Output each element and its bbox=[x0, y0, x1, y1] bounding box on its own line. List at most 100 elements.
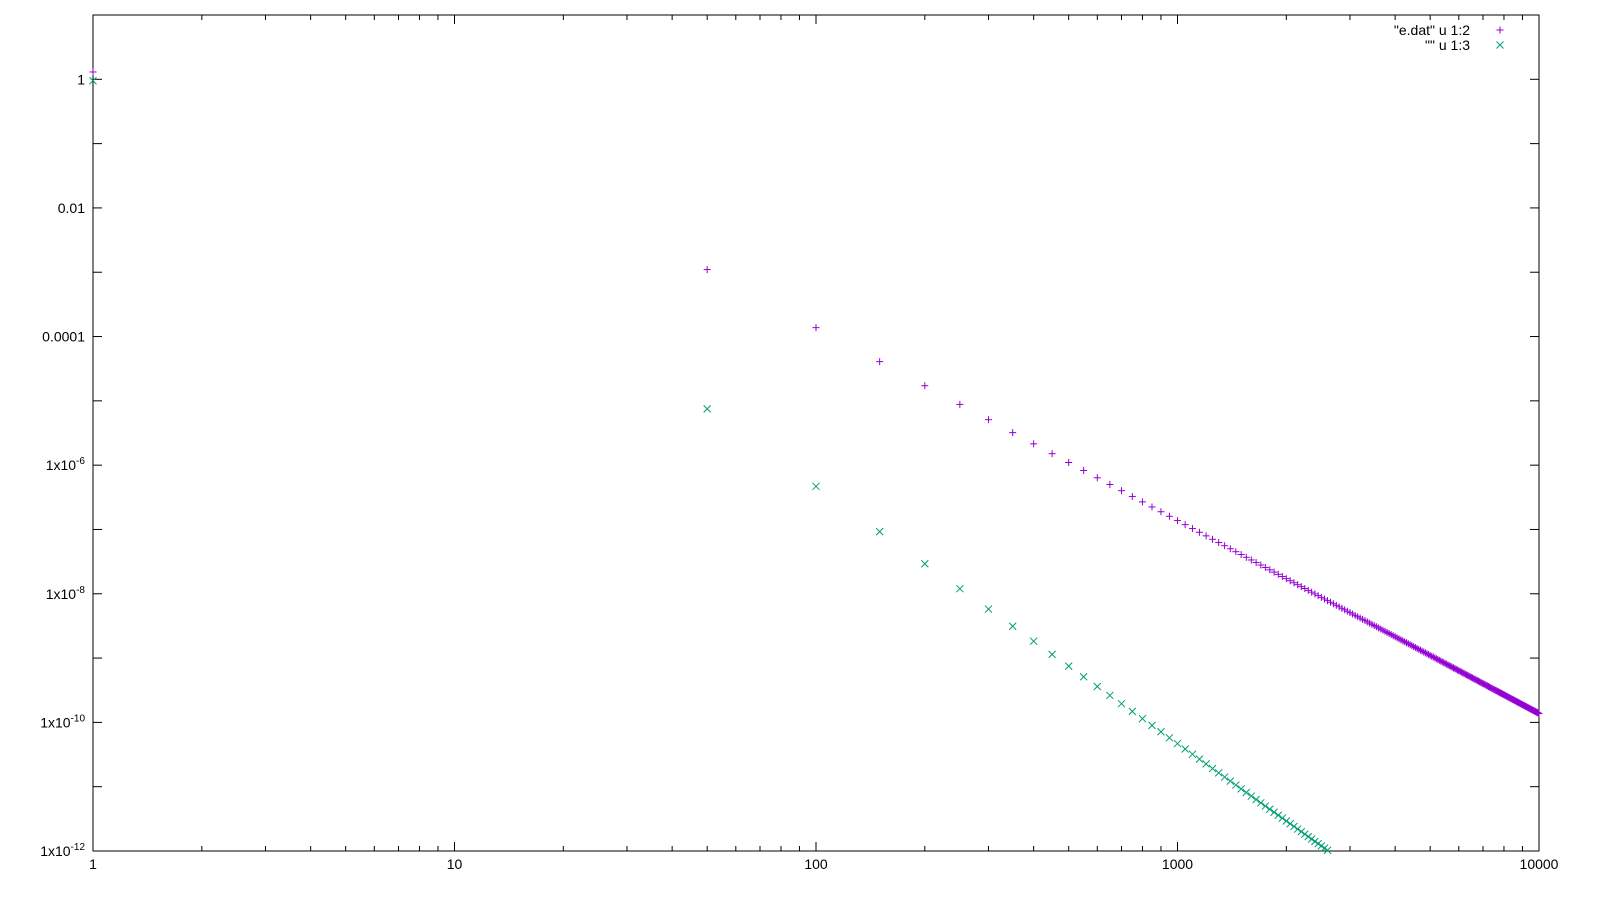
data-point bbox=[1308, 588, 1316, 596]
data-point bbox=[1215, 539, 1223, 547]
data-point bbox=[1252, 795, 1260, 804]
y-tick-exponent: -10 bbox=[71, 713, 86, 724]
data-point bbox=[1434, 656, 1442, 664]
data-point bbox=[1220, 773, 1229, 781]
data-point bbox=[1425, 651, 1433, 659]
data-point bbox=[1274, 570, 1282, 578]
data-point bbox=[1247, 792, 1256, 800]
data-point bbox=[1265, 805, 1274, 814]
data-point bbox=[1402, 639, 1410, 647]
data-point bbox=[89, 68, 97, 76]
data-point bbox=[1304, 586, 1312, 594]
y-tick-label: 1x10-6 bbox=[46, 456, 86, 473]
data-point bbox=[1282, 817, 1291, 825]
data-point bbox=[1270, 808, 1278, 817]
data-point bbox=[1413, 644, 1421, 652]
data-point bbox=[1181, 745, 1190, 753]
data-point bbox=[1420, 648, 1428, 656]
data-point bbox=[875, 527, 884, 536]
data-point bbox=[1314, 592, 1322, 600]
data-point bbox=[1118, 487, 1126, 495]
data-point bbox=[1195, 528, 1203, 536]
x-tick-label: 1 bbox=[89, 856, 97, 872]
data-point bbox=[1174, 517, 1181, 525]
data-point bbox=[1257, 561, 1265, 569]
x-tick-label: 10000 bbox=[1520, 856, 1559, 872]
data-point bbox=[921, 382, 929, 390]
data-point bbox=[1317, 593, 1325, 601]
data-point bbox=[1209, 535, 1217, 543]
data-point bbox=[1128, 707, 1137, 716]
data-point bbox=[1208, 764, 1217, 773]
data-point bbox=[1431, 654, 1439, 662]
data-point bbox=[1261, 802, 1270, 810]
data-point bbox=[1440, 659, 1448, 667]
data-point bbox=[1221, 542, 1229, 550]
data-point bbox=[876, 358, 884, 366]
y-tick-exponent: -12 bbox=[71, 842, 86, 853]
data-point bbox=[1008, 622, 1017, 631]
data-point bbox=[1301, 585, 1309, 593]
data-point bbox=[1093, 682, 1102, 691]
series-1 bbox=[89, 68, 1543, 717]
data-point bbox=[1327, 598, 1335, 606]
data-point bbox=[1256, 798, 1265, 807]
data-point bbox=[1282, 575, 1290, 583]
plot-border bbox=[92, 14, 1540, 852]
series-2 bbox=[89, 76, 1332, 855]
data-point bbox=[1432, 655, 1440, 663]
data-point bbox=[1214, 769, 1223, 777]
data-point bbox=[1128, 492, 1136, 500]
data-point bbox=[1252, 559, 1260, 567]
data-point bbox=[1157, 727, 1165, 736]
x-tick-label: 100 bbox=[804, 856, 828, 872]
data-point bbox=[1138, 714, 1147, 723]
data-point bbox=[1226, 777, 1235, 785]
data-point bbox=[1290, 822, 1298, 831]
data-point bbox=[1286, 577, 1294, 585]
data-point bbox=[1237, 551, 1245, 559]
data-point bbox=[1232, 548, 1240, 556]
y-tick-base: 1x10 bbox=[46, 457, 77, 473]
data-point bbox=[1029, 637, 1038, 646]
data-point bbox=[956, 584, 964, 593]
data-point bbox=[1202, 760, 1210, 768]
data-point bbox=[1226, 545, 1234, 553]
data-point bbox=[1324, 597, 1332, 605]
data-point bbox=[984, 416, 992, 424]
y-tick-label: 0.01 bbox=[58, 200, 85, 216]
data-point bbox=[1237, 784, 1246, 793]
legend: "e.dat" u 1:2"" u 1:3 bbox=[1394, 22, 1504, 53]
data-point bbox=[1157, 508, 1165, 516]
y-tick-label: 1x10-10 bbox=[40, 713, 85, 730]
data-point bbox=[1278, 814, 1287, 823]
data-point bbox=[1300, 830, 1309, 838]
data-point bbox=[1048, 650, 1056, 659]
data-point bbox=[1009, 429, 1017, 437]
data-point bbox=[1064, 662, 1073, 670]
data-point bbox=[1242, 788, 1251, 797]
series-layer bbox=[89, 68, 1543, 855]
y-tick-label: 1x10-12 bbox=[40, 842, 85, 859]
data-point bbox=[1428, 652, 1436, 660]
data-point bbox=[1278, 573, 1286, 581]
data-point bbox=[1231, 781, 1240, 789]
data-point bbox=[1438, 658, 1446, 666]
data-point bbox=[1297, 583, 1305, 591]
y-tick-base: 1x10 bbox=[40, 714, 71, 730]
data-point bbox=[1304, 832, 1313, 841]
data-point bbox=[1426, 651, 1434, 659]
data-point bbox=[1165, 733, 1174, 742]
data-point bbox=[1535, 709, 1543, 717]
data-point bbox=[1404, 640, 1412, 648]
data-point bbox=[1406, 641, 1414, 649]
data-point bbox=[1293, 825, 1302, 833]
data-point bbox=[1270, 568, 1278, 576]
y-tick-base: 1x10 bbox=[40, 843, 71, 859]
data-point bbox=[1415, 645, 1423, 653]
legend-marker bbox=[1496, 26, 1504, 34]
data-point bbox=[1307, 835, 1316, 843]
data-point bbox=[1329, 600, 1337, 608]
data-point bbox=[1411, 644, 1419, 652]
data-point bbox=[1242, 553, 1250, 561]
